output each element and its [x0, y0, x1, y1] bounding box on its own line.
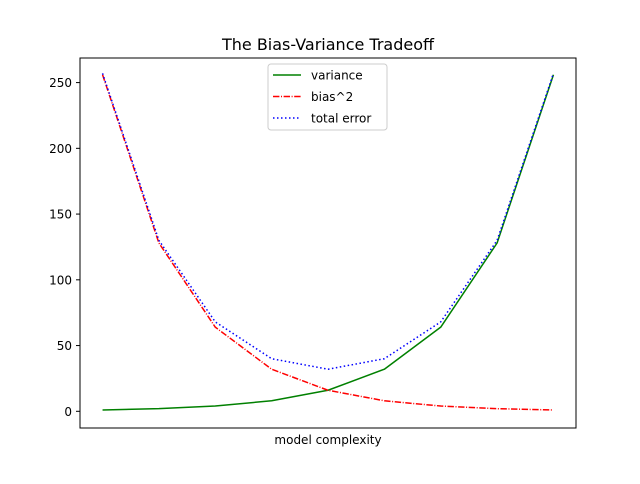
x-axis-label: model complexity	[274, 433, 381, 447]
y-tick-label: 50	[57, 339, 72, 353]
chart-title: The Bias-Variance Tradeoff	[221, 35, 435, 54]
chart-series-lines	[101, 73, 555, 411]
y-tick-label: 250	[49, 76, 72, 90]
y-tick-label: 0	[64, 405, 72, 419]
plot-area-frame	[79, 57, 577, 429]
y-axis-ticks: 0 50 100 150 200 250	[49, 76, 80, 419]
y-tick-label: 150	[49, 208, 72, 222]
series-line-total-error	[101, 73, 555, 370]
y-tick-label: 200	[49, 142, 72, 156]
y-tick-label: 100	[49, 273, 72, 287]
legend-label: bias^2	[311, 90, 353, 104]
legend-label: variance	[311, 69, 363, 83]
series-line-variance	[102, 74, 555, 411]
legend-label: total error	[311, 112, 371, 126]
legend-frame	[267, 63, 388, 131]
legend: variance bias^2 total error	[267, 63, 388, 131]
